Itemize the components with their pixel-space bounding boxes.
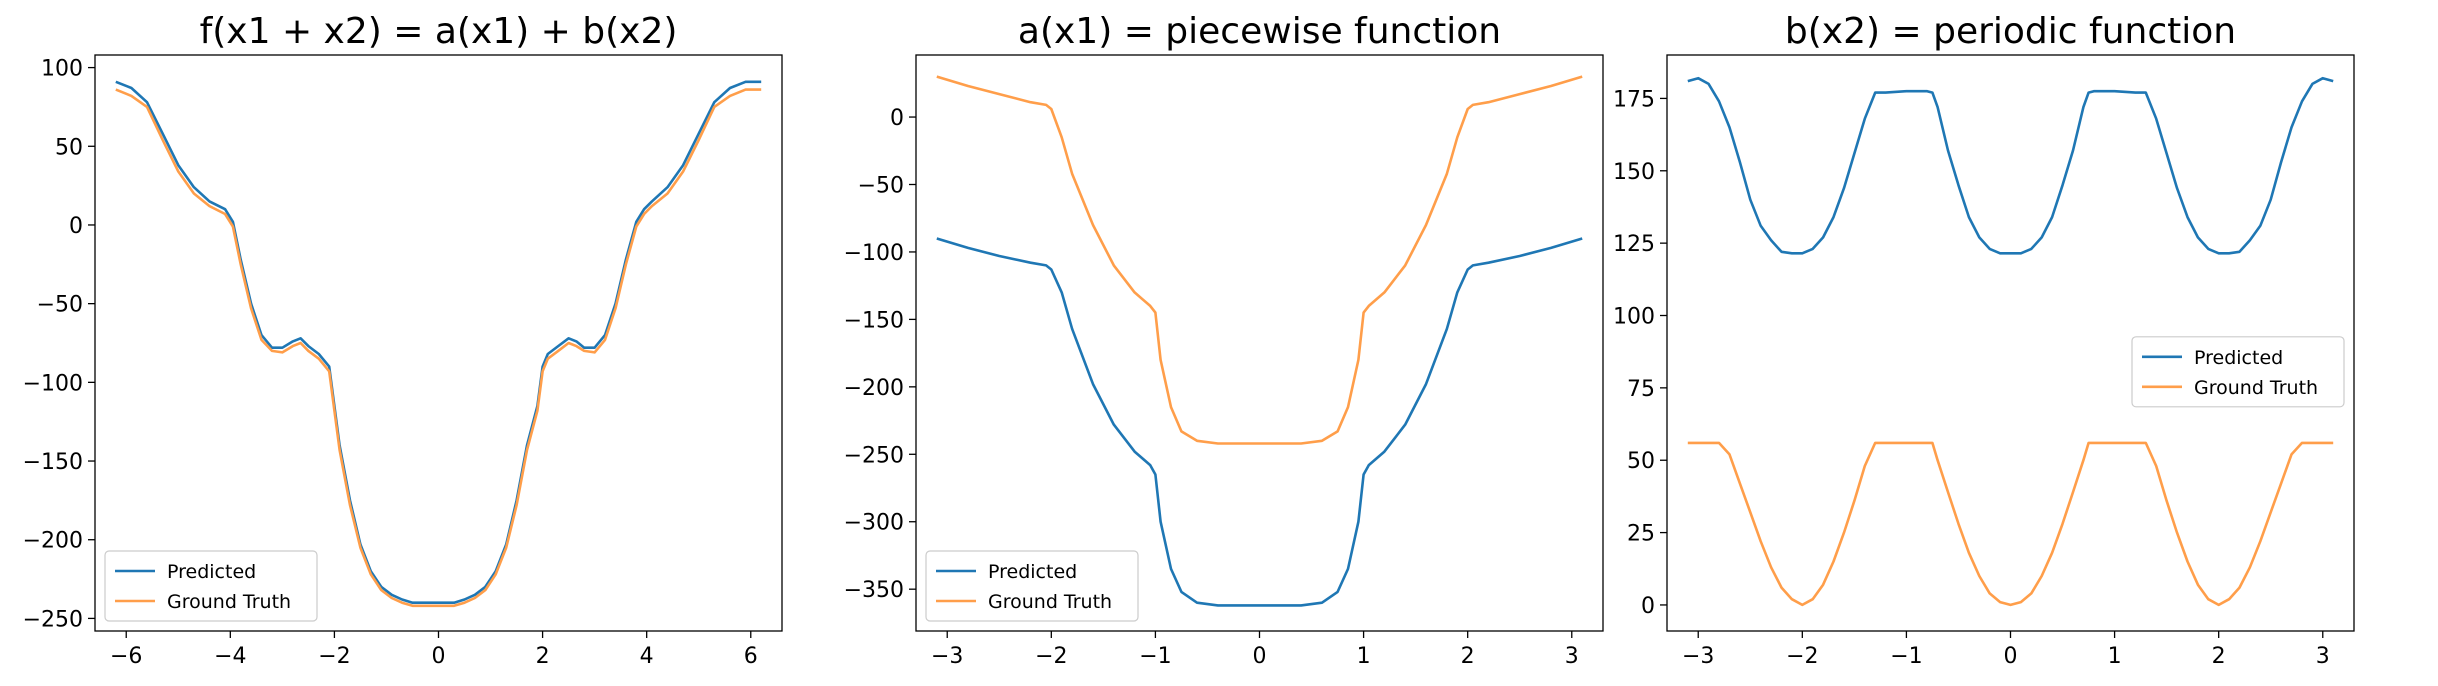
x-tick-label: 0 bbox=[2004, 644, 2018, 669]
series-line-ground-truth bbox=[1687, 441, 2334, 607]
legend-label: Ground Truth bbox=[988, 591, 1112, 613]
y-tick-label: −50 bbox=[858, 173, 904, 198]
x-tick-label: 0 bbox=[432, 644, 446, 669]
x-tick-label: 6 bbox=[744, 644, 758, 669]
y-tick-label: −100 bbox=[844, 241, 904, 266]
y-tick-label: 0 bbox=[69, 214, 83, 239]
y-tick-label: −350 bbox=[844, 578, 904, 603]
y-tick-label: 0 bbox=[1641, 594, 1655, 619]
legend-label: Predicted bbox=[167, 561, 256, 583]
y-tick-label: −50 bbox=[37, 293, 83, 318]
x-tick-label: −1 bbox=[1890, 644, 1922, 669]
legend-box bbox=[2131, 336, 2345, 408]
legend-label: Predicted bbox=[988, 561, 1077, 583]
legend-box bbox=[925, 550, 1139, 622]
x-tick-label: 1 bbox=[2108, 644, 2122, 669]
legend-label: Predicted bbox=[2194, 347, 2283, 369]
x-tick-label: 0 bbox=[1253, 644, 1267, 669]
x-tick-label: 2 bbox=[536, 644, 550, 669]
y-tick-label: −250 bbox=[844, 443, 904, 468]
legend: Predicted Ground Truth bbox=[104, 550, 318, 622]
y-tick-label: 25 bbox=[1627, 522, 1655, 547]
x-tick-label: −3 bbox=[1682, 644, 1714, 669]
y-tick-label: 150 bbox=[1613, 160, 1655, 185]
x-tick-label: 3 bbox=[2316, 644, 2330, 669]
y-tick-label: 100 bbox=[41, 57, 83, 82]
x-tick-label: 2 bbox=[1461, 644, 1475, 669]
chart-title: f(x1 + x2) = a(x1) + b(x2) bbox=[200, 11, 678, 52]
x-tick-label: −3 bbox=[931, 644, 963, 669]
x-tick-label: 2 bbox=[2212, 644, 2226, 669]
series-line-ground-truth bbox=[936, 75, 1583, 445]
y-tick-label: 125 bbox=[1613, 232, 1655, 257]
x-tick-label: 3 bbox=[1565, 644, 1579, 669]
y-tick-label: 0 bbox=[890, 106, 904, 131]
legend-label: Ground Truth bbox=[167, 591, 291, 613]
y-tick-label: 75 bbox=[1627, 377, 1655, 402]
chart-panel-2: a(x1) = piecewise function −3 −2 −1 0 1 2 3 −350… bbox=[844, 11, 1604, 669]
chart-panel-1: f(x1 + x2) = a(x1) + b(x2) −6 −4 −2 0 2 4 6 −250… bbox=[23, 11, 783, 669]
series-line-ground-truth bbox=[115, 88, 762, 608]
series-line-predicted bbox=[936, 237, 1583, 607]
y-tick-label: −100 bbox=[23, 371, 83, 396]
x-tick-label: 1 bbox=[1357, 644, 1371, 669]
legend-label: Ground Truth bbox=[2194, 377, 2318, 399]
legend: Predicted Ground Truth bbox=[925, 550, 1139, 622]
y-tick-label: 175 bbox=[1613, 87, 1655, 112]
x-tick-label: −2 bbox=[1035, 644, 1067, 669]
x-tick-label: 4 bbox=[640, 644, 654, 669]
y-tick-label: −150 bbox=[23, 450, 83, 475]
x-tick-label: −1 bbox=[1139, 644, 1171, 669]
series-line-predicted bbox=[1687, 76, 2334, 255]
chart-title: a(x1) = piecewise function bbox=[1018, 11, 1501, 52]
x-tick-label: −4 bbox=[214, 644, 246, 669]
plot-frame bbox=[915, 54, 1604, 632]
y-tick-label: −150 bbox=[844, 308, 904, 333]
y-tick-label: −200 bbox=[23, 529, 83, 554]
y-tick-label: −200 bbox=[844, 376, 904, 401]
series-line-predicted bbox=[115, 80, 762, 605]
y-tick-label: −250 bbox=[23, 607, 83, 632]
chart-panel-3: b(x2) = periodic function −3 −2 −1 0 1 2 3 0 25 50… bbox=[1613, 11, 2355, 669]
plot-frame bbox=[94, 54, 783, 632]
legend-box bbox=[104, 550, 318, 622]
y-tick-label: 50 bbox=[1627, 449, 1655, 474]
chart-title: b(x2) = periodic function bbox=[1785, 11, 2236, 52]
x-tick-label: −6 bbox=[110, 644, 142, 669]
x-tick-label: −2 bbox=[318, 644, 350, 669]
legend: Predicted Ground Truth bbox=[2131, 336, 2345, 408]
x-tick-label: −2 bbox=[1786, 644, 1818, 669]
y-tick-label: −300 bbox=[844, 511, 904, 536]
y-tick-label: 50 bbox=[55, 135, 83, 160]
y-tick-label: 100 bbox=[1613, 305, 1655, 330]
